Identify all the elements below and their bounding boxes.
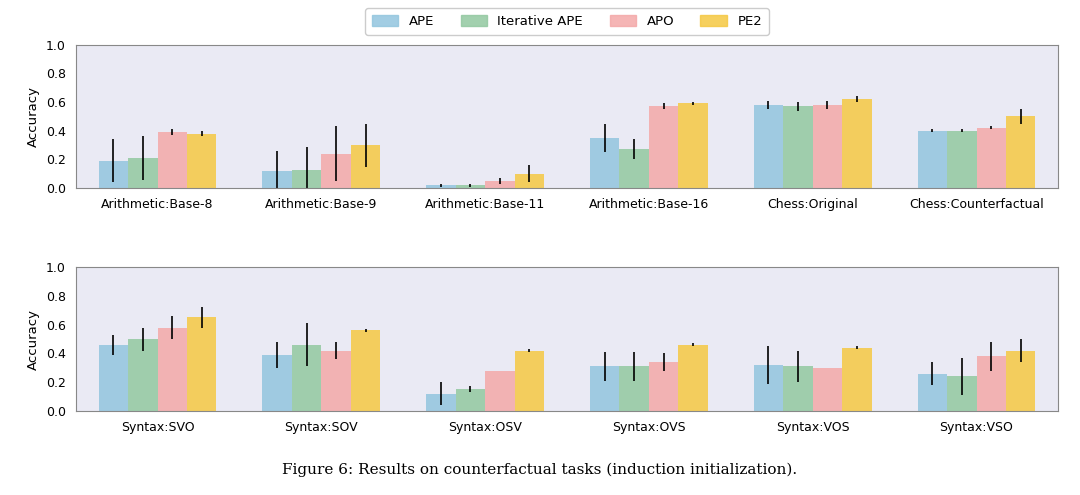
Bar <box>262 355 292 411</box>
Bar <box>918 374 947 411</box>
Bar <box>485 181 514 188</box>
Bar <box>813 105 842 188</box>
Bar <box>947 131 976 188</box>
Y-axis label: Accuracy: Accuracy <box>27 86 40 147</box>
Legend: APE, Iterative APE, APO, PE2: APE, Iterative APE, APO, PE2 <box>365 8 769 35</box>
Bar <box>783 106 813 188</box>
Bar <box>620 366 649 411</box>
Y-axis label: Accuracy: Accuracy <box>27 308 40 370</box>
Bar <box>918 131 947 188</box>
Bar <box>322 350 351 411</box>
Bar <box>649 362 678 411</box>
Bar <box>158 132 187 188</box>
Bar <box>322 154 351 188</box>
Bar <box>620 149 649 188</box>
Bar <box>649 106 678 188</box>
Bar <box>129 158 158 188</box>
Bar <box>947 376 976 411</box>
Bar <box>187 134 216 188</box>
Bar <box>678 345 707 411</box>
Bar <box>187 317 216 411</box>
Bar <box>1005 350 1036 411</box>
Bar <box>427 185 456 188</box>
Bar <box>158 328 187 411</box>
Bar <box>351 145 380 188</box>
Bar <box>98 161 129 188</box>
Bar <box>262 171 292 188</box>
Bar <box>351 330 380 411</box>
Bar <box>590 138 620 188</box>
Bar <box>427 394 456 411</box>
Bar <box>292 169 322 188</box>
Bar <box>976 356 1005 411</box>
Bar <box>754 365 783 411</box>
Bar <box>514 350 544 411</box>
Bar <box>678 103 707 188</box>
Bar <box>292 345 322 411</box>
Bar <box>1005 116 1036 188</box>
Bar <box>485 371 514 411</box>
Text: Figure 6: Results on counterfactual tasks (induction initialization).: Figure 6: Results on counterfactual task… <box>283 463 797 478</box>
Bar <box>456 185 485 188</box>
Bar <box>456 389 485 411</box>
Bar <box>976 128 1005 188</box>
Bar <box>754 105 783 188</box>
Bar <box>514 174 544 188</box>
Bar <box>842 347 872 411</box>
Bar <box>129 339 158 411</box>
Bar <box>590 366 620 411</box>
Bar <box>98 345 129 411</box>
Bar <box>842 99 872 188</box>
Bar <box>783 366 813 411</box>
Bar <box>813 368 842 411</box>
